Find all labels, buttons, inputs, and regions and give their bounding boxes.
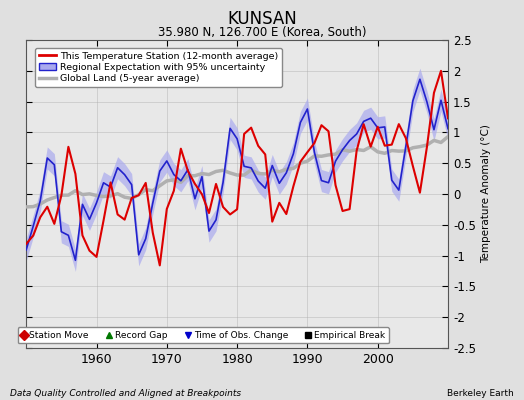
Text: Data Quality Controlled and Aligned at Breakpoints: Data Quality Controlled and Aligned at B… bbox=[10, 389, 242, 398]
Text: 35.980 N, 126.700 E (Korea, South): 35.980 N, 126.700 E (Korea, South) bbox=[158, 26, 366, 39]
Legend: Station Move, Record Gap, Time of Obs. Change, Empirical Break: Station Move, Record Gap, Time of Obs. C… bbox=[18, 327, 389, 344]
Y-axis label: Temperature Anomaly (°C): Temperature Anomaly (°C) bbox=[482, 124, 492, 264]
Text: KUNSAN: KUNSAN bbox=[227, 10, 297, 28]
Text: Berkeley Earth: Berkeley Earth bbox=[447, 389, 514, 398]
